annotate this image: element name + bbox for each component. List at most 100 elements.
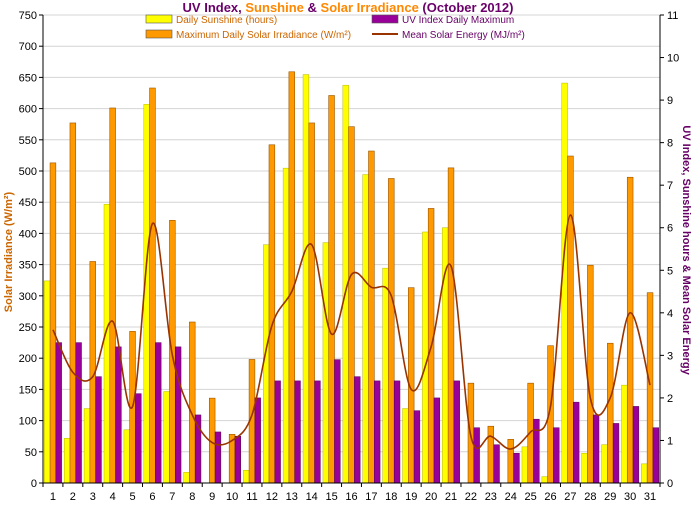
left-tick-label: 200	[19, 353, 37, 365]
legend: Daily Sunshine (hours) UV Index Daily Max…	[145, 14, 525, 41]
right-tick-label: 6	[667, 223, 673, 235]
x-tick-label: 1	[50, 491, 56, 503]
x-tick-label: 28	[584, 491, 596, 503]
bar-max-solar-irradiance	[268, 144, 276, 484]
bar-uv-index-max	[453, 380, 460, 484]
x-tick-label: 31	[644, 491, 656, 503]
bar-uv-index-max	[175, 346, 182, 484]
bar-uv-index-max	[334, 359, 341, 484]
left-tick-label: 350	[19, 260, 37, 272]
bar-daily-sunshine	[641, 463, 648, 484]
bar-max-solar-irradiance	[69, 122, 77, 484]
x-tick-label: 10	[226, 491, 238, 503]
left-tick-label: 500	[19, 166, 37, 178]
right-tick-label: 11	[667, 10, 678, 22]
legend-label: Daily Sunshine (hours)	[176, 15, 277, 26]
left-axis-ticks: 0 50 100 150 200 250 300 350 400 450 500 550 600 650 7…	[19, 10, 43, 490]
bars	[44, 71, 659, 484]
legend-label: Mean Solar Energy (MJ/m²)	[402, 30, 525, 41]
left-tick-label: 450	[19, 197, 37, 209]
chart-title-part: UV Index	[183, 0, 239, 15]
bar-daily-sunshine	[123, 429, 130, 484]
x-tick-label: 5	[130, 491, 136, 503]
mean-solar-energy-line	[52, 214, 651, 450]
right-tick-label: 2	[667, 393, 673, 405]
bar-daily-sunshine	[382, 267, 389, 484]
left-tick-label: 0	[31, 478, 37, 490]
bar-daily-sunshine	[362, 174, 369, 484]
x-tick-label: 22	[465, 491, 477, 503]
right-tick-label: 7	[667, 180, 673, 192]
bar-max-solar-irradiance	[328, 95, 335, 484]
bar-daily-sunshine	[183, 472, 190, 484]
left-tick-label: 250	[19, 322, 37, 334]
bar-uv-index-max	[314, 380, 321, 484]
bar-uv-index-max	[592, 414, 600, 484]
legend-item: Maximum Daily Solar Irradiance (W/m²)	[145, 29, 351, 41]
bar-daily-sunshine	[83, 408, 91, 484]
left-tick-label: 100	[19, 416, 37, 428]
bar-uv-index-max	[393, 380, 401, 484]
bar-uv-index-max	[274, 380, 281, 484]
chart-title-part: &	[304, 0, 321, 15]
left-tick-label: 650	[19, 72, 37, 84]
left-tick-label: 300	[19, 291, 37, 303]
right-tick-label: 1	[667, 435, 673, 447]
bar-max-solar-irradiance	[308, 122, 315, 484]
axes	[42, 15, 661, 484]
x-tick-label: 8	[189, 491, 195, 503]
legend-item: Mean Solar Energy (MJ/m²)	[372, 30, 525, 41]
chart-title-text: UV Index, Sunshine & Solar Irradiance (O…	[183, 0, 514, 15]
x-tick-label: 3	[90, 491, 96, 503]
bar-uv-index-max	[612, 423, 620, 484]
bar-daily-sunshine	[302, 74, 310, 484]
x-tick-label: 2	[70, 491, 76, 503]
x-tick-label: 18	[385, 491, 397, 503]
x-tick-label: 14	[306, 491, 318, 503]
right-tick-label: 9	[667, 95, 673, 107]
bar-max-solar-irradiance	[288, 71, 295, 484]
bar-uv-index-max	[533, 418, 540, 484]
bar-max-solar-irradiance	[189, 321, 196, 484]
bar-max-solar-irradiance	[487, 425, 495, 484]
bar-uv-index-max	[214, 431, 222, 484]
x-tick-label: 12	[266, 491, 278, 503]
bar-daily-sunshine	[581, 452, 588, 484]
x-tick-label: 29	[604, 491, 616, 503]
bar-max-solar-irradiance	[368, 150, 375, 484]
chart-title-part: Sunshine	[245, 0, 304, 15]
x-tick-label: 27	[564, 491, 576, 503]
bar-uv-index-max	[234, 435, 241, 484]
legend-label: UV Index Daily Maximum	[402, 15, 514, 26]
legend-swatch	[371, 14, 399, 24]
left-tick-label: 750	[19, 10, 37, 22]
bar-uv-index-max	[573, 401, 580, 484]
bar-daily-sunshine	[44, 280, 51, 484]
y-axis-left-label: Solar Irradiance (W/m²)	[3, 191, 15, 312]
chart-title: UV Index, Sunshine & Solar Irradiance (O…	[183, 0, 514, 15]
left-tick-label: 400	[19, 228, 37, 240]
bar-max-solar-irradiance	[607, 342, 614, 484]
bar-daily-sunshine	[103, 204, 111, 484]
x-tick-label: 30	[624, 491, 636, 503]
right-tick-label: 4	[667, 308, 673, 320]
x-tick-label: 23	[485, 491, 497, 503]
bar-daily-sunshine	[282, 167, 290, 484]
x-tick-label: 17	[365, 491, 377, 503]
bar-max-solar-irradiance	[626, 176, 634, 484]
legend-swatch	[145, 14, 173, 24]
x-tick-label: 9	[209, 491, 215, 503]
bar-max-solar-irradiance	[567, 155, 574, 484]
right-tick-label: 10	[667, 53, 679, 65]
bar-max-solar-irradiance	[348, 126, 355, 484]
chart-title-part: Solar Irradiance	[321, 0, 419, 15]
bar-uv-index-max	[294, 380, 301, 484]
x-tick-label: 7	[169, 491, 175, 503]
bar-uv-index-max	[135, 393, 142, 484]
bar-uv-index-max	[413, 410, 421, 484]
bar-uv-index-max	[553, 427, 560, 484]
bar-daily-sunshine	[322, 242, 329, 484]
x-tick-label: 20	[425, 491, 437, 503]
bar-daily-sunshine	[243, 469, 250, 484]
